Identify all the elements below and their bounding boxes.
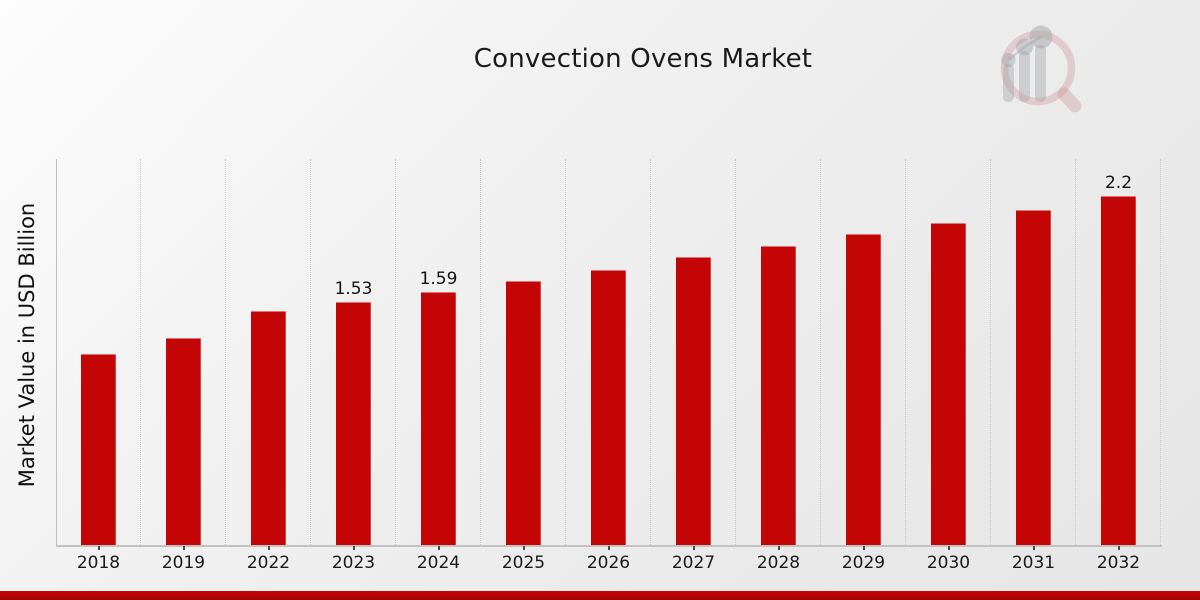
bar [931,223,966,545]
bar [166,338,201,545]
x-tick-label: 2032 [1096,553,1141,573]
gridline [225,159,226,545]
x-tick-label: 2029 [841,553,886,573]
bar [251,311,286,545]
x-axis-tick [437,546,440,550]
x-tick-label: 2026 [586,553,631,573]
gridline [480,159,481,545]
x-axis-tick [97,546,100,550]
bottom-accent-bar [0,591,1200,600]
x-tick-label: 2023 [331,553,376,573]
x-axis-tick [1032,546,1035,550]
plot-area: 2018 2019 2022 2023 1.53 2024 1.59 2025 2026 2027… [56,159,1161,573]
x-axis-tick [947,546,950,550]
x-tick-label: 2031 [1011,553,1056,573]
bar [81,354,116,545]
bar [846,234,881,545]
bar [591,270,626,545]
x-tick-label: 2024 [416,553,461,573]
chart-title: Convection Ovens Market [473,44,813,74]
value-label: 2.2 [1104,173,1133,193]
gridline [1160,159,1161,545]
magnifier-bar-chart-logo-icon [1000,25,1082,113]
x-axis-tick [862,546,865,550]
x-axis-tick [777,546,780,550]
x-axis-tick [522,546,525,550]
x-axis-tick [352,546,355,550]
gridline [565,159,566,545]
gridline [735,159,736,545]
bar [676,257,711,545]
bar [336,302,371,545]
x-tick-label: 2025 [501,553,546,573]
gridline [140,159,141,545]
x-axis-tick [182,546,185,550]
x-tick-label: 2022 [246,553,291,573]
gridline [905,159,906,545]
value-label: 1.59 [419,269,458,289]
x-tick-label: 2030 [926,553,971,573]
gridline [820,159,821,545]
gridline [395,159,396,545]
bar [421,292,456,545]
x-tick-label: 2018 [76,553,121,573]
x-tick-label: 2019 [161,553,206,573]
bar [506,281,541,545]
y-axis-label: Market Value in USD Billion [15,202,39,488]
x-axis-tick [1117,546,1120,550]
x-axis-tick [692,546,695,550]
x-tick-label: 2027 [671,553,716,573]
bar [1016,210,1051,545]
value-label: 1.53 [334,279,373,299]
y-axis-line [56,159,57,546]
bar [1101,196,1136,545]
gridline [990,159,991,545]
bar [761,246,796,545]
gridline [650,159,651,545]
gridline [1075,159,1076,545]
gridline [310,159,311,545]
x-axis-tick [267,546,270,550]
x-tick-label: 2028 [756,553,801,573]
x-axis-tick [607,546,610,550]
